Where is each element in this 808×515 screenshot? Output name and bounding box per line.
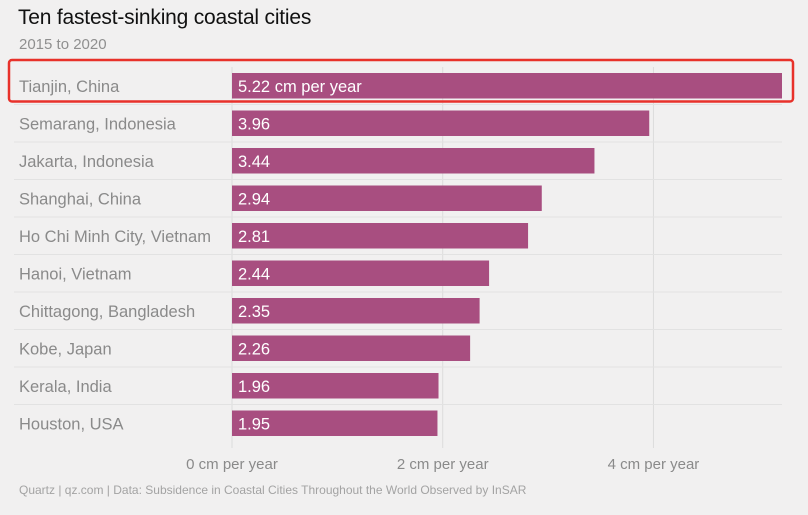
category-label: Semarang, Indonesia bbox=[19, 115, 177, 133]
bar-value-label: 5.22 cm per year bbox=[238, 78, 362, 96]
bar-value-label: 2.44 bbox=[238, 265, 270, 283]
category-label: Kerala, India bbox=[19, 378, 112, 396]
bar bbox=[232, 410, 438, 436]
bar-value-label: 2.26 bbox=[238, 340, 270, 358]
category-label: Tianjin, China bbox=[19, 78, 120, 96]
bar bbox=[232, 298, 480, 324]
category-label: Chittagong, Bangladesh bbox=[19, 303, 195, 321]
category-label: Ho Chi Minh City, Vietnam bbox=[19, 228, 211, 246]
bar-value-label: 1.95 bbox=[238, 415, 270, 433]
x-tick-label: 4 cm per year bbox=[608, 456, 700, 473]
bar-value-label: 2.81 bbox=[238, 228, 270, 246]
category-label: Shanghai, China bbox=[19, 190, 142, 208]
x-tick-label: 2 cm per year bbox=[397, 456, 489, 473]
bar-value-label: 2.35 bbox=[238, 303, 270, 321]
bar-value-label: 3.44 bbox=[238, 153, 270, 171]
bar bbox=[232, 373, 439, 399]
bar bbox=[232, 223, 529, 249]
category-label: Kobe, Japan bbox=[19, 340, 112, 358]
source-footer: Quartz | qz.com | Data: Subsidence in Co… bbox=[19, 483, 527, 497]
bar-value-label: 3.96 bbox=[238, 115, 270, 133]
chart-title: Ten fastest-sinking coastal cities bbox=[18, 6, 312, 29]
category-label: Hanoi, Vietnam bbox=[19, 265, 132, 283]
bar bbox=[232, 148, 595, 174]
category-label: Jakarta, Indonesia bbox=[19, 153, 155, 171]
bar-value-label: 1.96 bbox=[238, 378, 270, 396]
highlight-box bbox=[7, 58, 795, 103]
bar bbox=[232, 110, 650, 136]
x-tick-label: 0 cm per year bbox=[186, 456, 278, 473]
bar bbox=[232, 260, 490, 286]
category-label: Houston, USA bbox=[19, 415, 124, 433]
bar bbox=[232, 185, 542, 211]
chart-subtitle: 2015 to 2020 bbox=[19, 36, 107, 53]
bar bbox=[232, 73, 782, 99]
bar-value-label: 2.94 bbox=[238, 190, 270, 208]
bar bbox=[232, 335, 471, 361]
